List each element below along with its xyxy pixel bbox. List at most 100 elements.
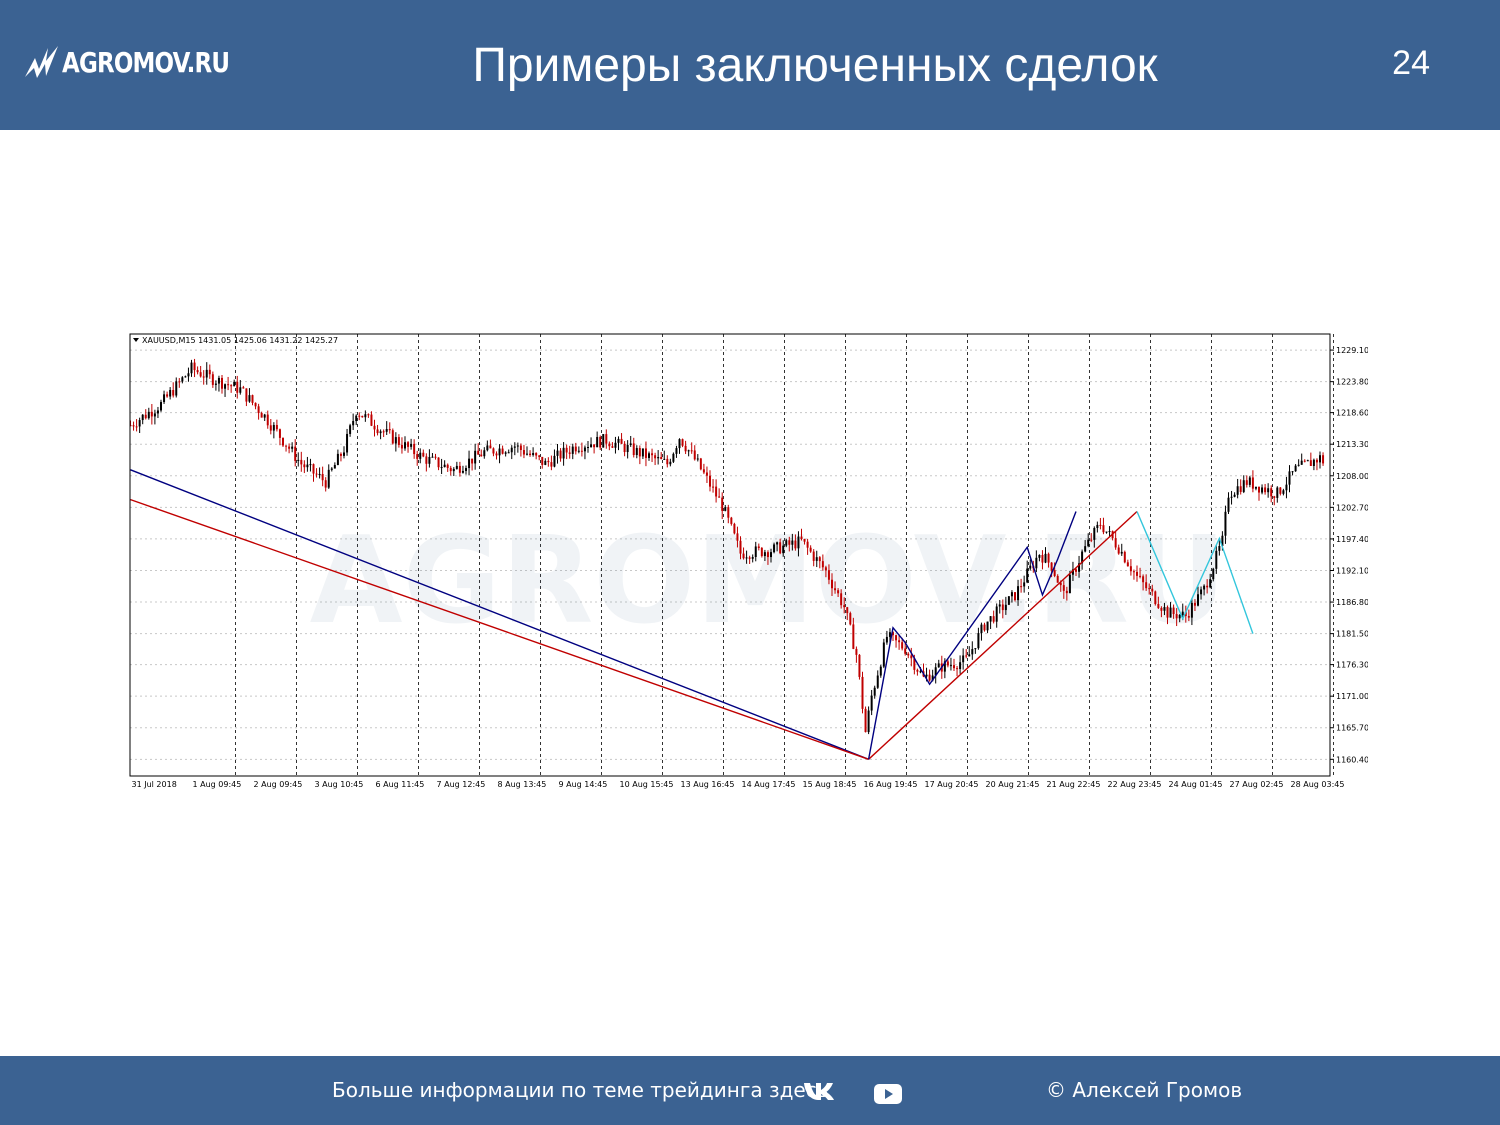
candle <box>1017 579 1020 606</box>
candle <box>1020 578 1023 593</box>
candle <box>1108 526 1111 538</box>
candle <box>1251 470 1254 493</box>
candle <box>879 664 882 678</box>
candle <box>144 409 147 420</box>
candle <box>1126 559 1129 567</box>
candle <box>352 413 355 431</box>
candle <box>1212 567 1215 582</box>
candle <box>885 630 888 645</box>
youtube-icon[interactable] <box>874 1084 902 1104</box>
candle <box>800 528 803 541</box>
candle <box>1056 574 1059 583</box>
candle <box>266 410 269 429</box>
candle <box>965 649 968 659</box>
candle <box>413 439 416 459</box>
candle <box>803 538 806 545</box>
candle <box>739 536 742 560</box>
candle <box>663 450 666 460</box>
candle <box>169 387 172 400</box>
candle <box>477 443 480 455</box>
candle <box>181 376 184 384</box>
logo-lightning-icon <box>25 46 58 78</box>
candle <box>974 648 977 654</box>
candle <box>1014 592 1016 602</box>
candle <box>1300 453 1303 465</box>
candle <box>602 433 605 448</box>
x-tick-label: 28 Aug 03:45 <box>1291 780 1345 789</box>
candle <box>1157 596 1160 610</box>
candle <box>806 538 809 555</box>
symbol-label: XAUUSD,M15 1431.05 1425.06 1431.22 1425.… <box>142 336 338 345</box>
candle <box>1200 586 1203 600</box>
candle <box>840 589 843 609</box>
candle <box>654 452 657 466</box>
candle <box>242 385 245 389</box>
candle <box>211 371 214 388</box>
header-bar: AGROMOV.RU Примеры заключенных сделок 24 <box>0 0 1500 130</box>
x-tick-label: 9 Aug 14:45 <box>559 780 608 789</box>
candle <box>208 364 211 379</box>
vk-icon[interactable] <box>802 1080 836 1102</box>
candle <box>864 706 867 733</box>
candle <box>718 488 721 498</box>
candle <box>699 457 702 471</box>
candle <box>590 437 593 448</box>
candle <box>364 410 367 422</box>
y-tick-label: 1218.60 <box>1336 409 1368 418</box>
candle <box>1319 451 1321 469</box>
candle <box>544 458 547 466</box>
x-tick-label: 15 Aug 18:45 <box>803 780 857 789</box>
candle <box>440 458 443 475</box>
candle <box>562 442 565 466</box>
candle <box>1117 544 1120 555</box>
candle <box>1187 609 1190 622</box>
candle <box>178 378 181 388</box>
trend-line <box>130 469 869 760</box>
candle <box>205 362 208 385</box>
candle <box>535 452 538 460</box>
candle <box>1001 599 1004 619</box>
candle <box>333 462 336 469</box>
candle <box>1123 550 1126 564</box>
y-tick-label: 1208.00 <box>1336 472 1368 481</box>
candle <box>910 647 913 667</box>
candle <box>821 554 824 571</box>
candle <box>190 359 193 377</box>
y-tick-label: 1223.80 <box>1336 378 1368 387</box>
candle <box>1175 608 1178 627</box>
candle <box>644 441 647 467</box>
candle <box>483 447 486 459</box>
candle <box>620 433 623 444</box>
symbol-dropdown-icon[interactable] <box>133 338 139 342</box>
candle <box>254 402 257 410</box>
candle <box>404 436 406 451</box>
candle <box>474 443 477 470</box>
trend-line <box>130 498 869 760</box>
candle <box>1078 555 1081 578</box>
candle <box>510 445 513 460</box>
candle <box>303 460 306 474</box>
candle <box>788 536 791 552</box>
site-logo[interactable]: AGROMOV.RU <box>24 40 266 84</box>
candle <box>492 447 495 457</box>
candle <box>687 449 690 457</box>
candle <box>275 419 278 432</box>
candle <box>285 445 288 452</box>
candle <box>465 465 467 475</box>
candle <box>956 665 959 677</box>
candle <box>611 442 614 448</box>
candle <box>983 622 986 632</box>
candle <box>425 453 428 472</box>
candle <box>641 448 644 460</box>
trend-line <box>868 511 1138 760</box>
candle <box>968 646 971 657</box>
candle <box>343 446 345 459</box>
candle <box>1279 487 1282 496</box>
candle <box>779 538 782 555</box>
candle <box>550 455 553 471</box>
x-tick-label: 13 Aug 16:45 <box>681 780 735 789</box>
candle <box>1178 614 1181 623</box>
candle <box>763 549 766 561</box>
candle <box>980 622 983 641</box>
candle <box>1062 580 1065 599</box>
